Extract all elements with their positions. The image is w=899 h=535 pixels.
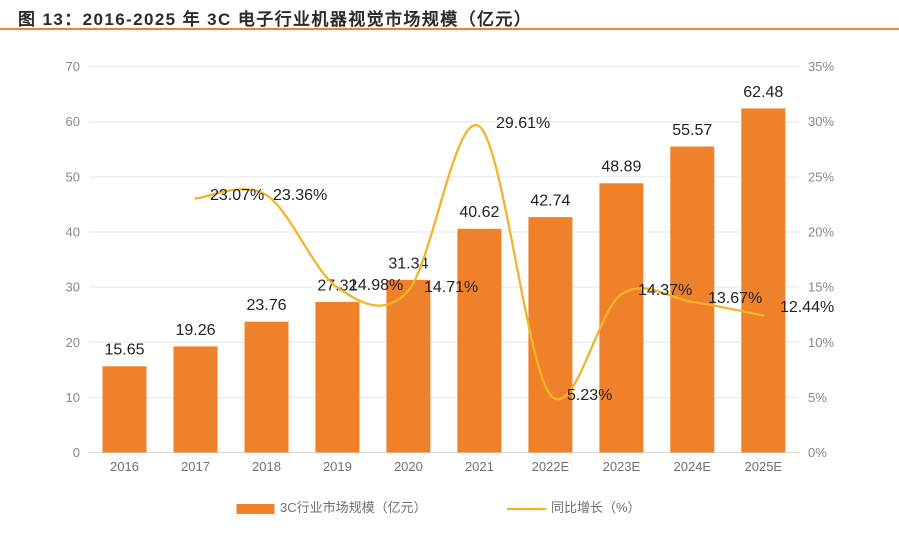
svg-text:2019: 2019 [323,459,352,474]
svg-text:50: 50 [66,169,80,184]
svg-text:2023E: 2023E [603,459,641,474]
svg-text:2017: 2017 [181,459,210,474]
svg-text:48.89: 48.89 [601,159,641,176]
svg-text:23.36%: 23.36% [273,187,327,204]
svg-text:25%: 25% [808,169,834,184]
svg-text:14.71%: 14.71% [424,279,478,296]
svg-text:12.44%: 12.44% [780,299,834,316]
svg-text:62.48: 62.48 [743,84,783,101]
svg-text:0: 0 [73,445,80,460]
svg-text:30%: 30% [808,114,834,129]
svg-text:35%: 35% [808,59,834,74]
svg-text:20%: 20% [808,225,834,240]
svg-text:40.62: 40.62 [459,204,499,221]
svg-text:40: 40 [66,225,80,240]
svg-text:2024E: 2024E [674,459,712,474]
svg-text:70: 70 [66,59,80,74]
svg-text:2020: 2020 [394,459,423,474]
svg-text:60: 60 [66,114,80,129]
svg-text:3C行业市场规模（亿元）: 3C行业市场规模（亿元） [280,500,427,515]
svg-text:42.74: 42.74 [530,193,570,210]
svg-text:30: 30 [66,280,80,295]
svg-text:23.76: 23.76 [246,297,286,314]
svg-text:10: 10 [66,390,80,405]
svg-text:23.07%: 23.07% [210,187,264,204]
svg-text:2025E: 2025E [745,459,783,474]
svg-text:13.67%: 13.67% [708,290,762,307]
svg-text:29.61%: 29.61% [496,115,550,132]
svg-text:15.65: 15.65 [104,342,144,359]
svg-text:15%: 15% [808,280,834,295]
svg-text:2021: 2021 [465,459,494,474]
svg-text:14.98%: 14.98% [349,277,403,294]
svg-text:2022E: 2022E [532,459,570,474]
svg-text:19.26: 19.26 [175,322,215,339]
svg-text:5.23%: 5.23% [567,387,612,404]
svg-text:5%: 5% [808,390,827,405]
svg-text:同比增长（%）: 同比增长（%） [551,500,641,515]
svg-text:14.37%: 14.37% [638,282,692,299]
svg-text:2016: 2016 [110,459,139,474]
svg-text:20: 20 [66,335,80,350]
svg-text:2018: 2018 [252,459,281,474]
svg-text:0%: 0% [808,445,827,460]
svg-text:10%: 10% [808,335,834,350]
svg-text:55.57: 55.57 [672,122,712,139]
